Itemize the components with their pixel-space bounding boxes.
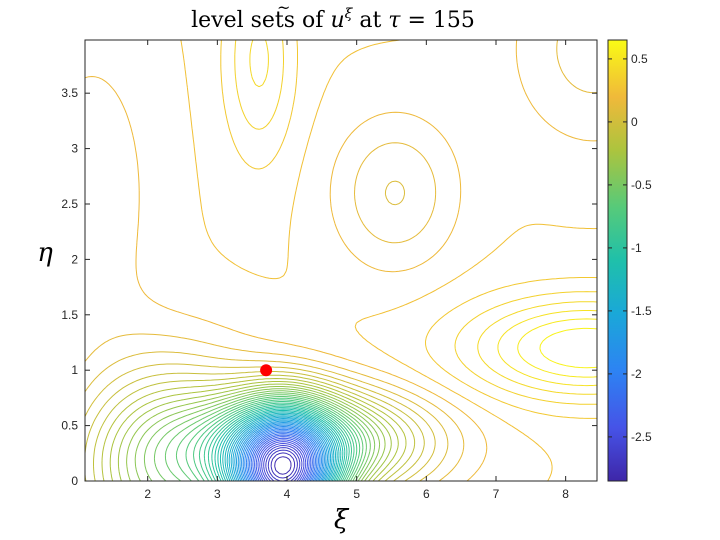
- contour-line: [101, 378, 407, 481]
- contour-line: [85, 371, 425, 481]
- contour-line: [226, 414, 336, 481]
- contour-line: [175, 396, 364, 481]
- y-tick-label: 3: [71, 142, 78, 156]
- contour-line: [153, 392, 371, 481]
- colorbar-tick-label: -0.5: [631, 178, 652, 192]
- contour-line: [93, 374, 416, 481]
- contour-line: [217, 408, 344, 481]
- contour-line: [244, 427, 321, 481]
- contour-line: [245, 428, 319, 481]
- contour-line: [134, 388, 381, 481]
- y-axis-label: η: [37, 238, 53, 268]
- contour-line: [237, 422, 327, 481]
- colorbar-tick-label: -1.5: [631, 304, 652, 318]
- contour-line: [257, 439, 308, 481]
- contour-line: [497, 310, 597, 387]
- contour-line: [203, 402, 352, 481]
- y-tick-label: 1.5: [61, 308, 78, 322]
- contour-line: [236, 420, 328, 481]
- colorbar-tick-label: 0.5: [631, 52, 648, 66]
- colorbar: 0.5 0 -0.5 -1 -1.5 -2 -2.5: [607, 39, 652, 482]
- contour-line: [247, 430, 318, 481]
- contour-line: [224, 412, 338, 481]
- contour-line: [255, 437, 310, 481]
- contour-line: [254, 436, 312, 481]
- contour-line: [143, 390, 376, 481]
- contour-line: [222, 411, 340, 481]
- contour-line: [214, 407, 346, 481]
- contour-line: [249, 431, 316, 481]
- tilde-accent: ~: [277, 0, 290, 17]
- contour-line: [250, 433, 315, 481]
- contour-line: [234, 40, 597, 405]
- contour-line: [261, 443, 305, 481]
- contour-lines: [85, 40, 597, 481]
- x-tick-label: 2: [144, 487, 151, 501]
- y-tick-label: 2.5: [61, 197, 78, 211]
- marker-point: [260, 364, 273, 377]
- contour-line: [239, 423, 325, 481]
- contour-line: [232, 418, 332, 481]
- contour-line: [539, 327, 597, 369]
- contour-line: [198, 401, 355, 481]
- y-tick-label: 1: [71, 363, 78, 377]
- contour-line: [242, 426, 322, 481]
- contour-line: [185, 397, 361, 481]
- contour-line: [252, 434, 313, 481]
- colorbar-tick-label: -1: [631, 241, 642, 255]
- colorbar-tick-label: -2.5: [631, 430, 652, 444]
- contour-line: [234, 419, 330, 481]
- plot-area: 2 3 4 5 6 7 8 0 0.5 1 1.5 2 2.5 3 3.5: [61, 39, 598, 501]
- chart-title: level sets of uξ at τ = 155: [191, 6, 475, 33]
- contour-line: [117, 383, 392, 481]
- contour-line: [249, 40, 597, 395]
- contour-line: [207, 404, 350, 481]
- x-axis-label: ξ: [334, 505, 350, 535]
- y-tick-label: 0.5: [61, 419, 78, 433]
- x-tick-label: 4: [284, 487, 291, 501]
- contour-line: [180, 40, 597, 481]
- colorbar-tick-label: -2: [631, 367, 642, 381]
- contour-line: [259, 441, 307, 481]
- contour-line: [263, 445, 303, 481]
- contour-line: [193, 399, 358, 481]
- colorbar-fill: [607, 39, 628, 482]
- contour-line: [164, 394, 367, 481]
- y-tick-label: 2: [71, 252, 78, 266]
- y-tick-label: 3.5: [61, 86, 78, 100]
- x-tick-label: 5: [353, 487, 360, 501]
- contour-line: [228, 415, 335, 481]
- contour-line: [517, 318, 597, 378]
- contour-line: [274, 456, 292, 475]
- colorbar-ticks: 0.5 0 -0.5 -1 -1.5 -2 -2.5: [608, 52, 652, 444]
- x-tick-label: 6: [423, 487, 430, 501]
- y-axis-ticks: 0 0.5 1 1.5 2 2.5 3 3.5: [61, 86, 597, 488]
- plot-frame: [84, 39, 598, 482]
- x-tick-label: 3: [214, 487, 221, 501]
- contour-line: [270, 452, 296, 479]
- contour-line: [85, 180, 449, 481]
- x-axis-ticks: 2 3 4 5 6 7 8: [144, 40, 569, 501]
- contour-line: [241, 424, 324, 481]
- contour-line: [230, 416, 333, 481]
- contour-line: [265, 447, 301, 481]
- contour-line: [126, 386, 386, 481]
- y-tick-label: 0: [71, 474, 78, 488]
- x-tick-label: 8: [562, 487, 569, 501]
- x-tick-label: 7: [493, 487, 500, 501]
- contour-line: [109, 381, 399, 481]
- contour-line: [220, 40, 597, 419]
- contour-line: [219, 409, 342, 481]
- colorbar-tick-label: 0: [631, 115, 638, 129]
